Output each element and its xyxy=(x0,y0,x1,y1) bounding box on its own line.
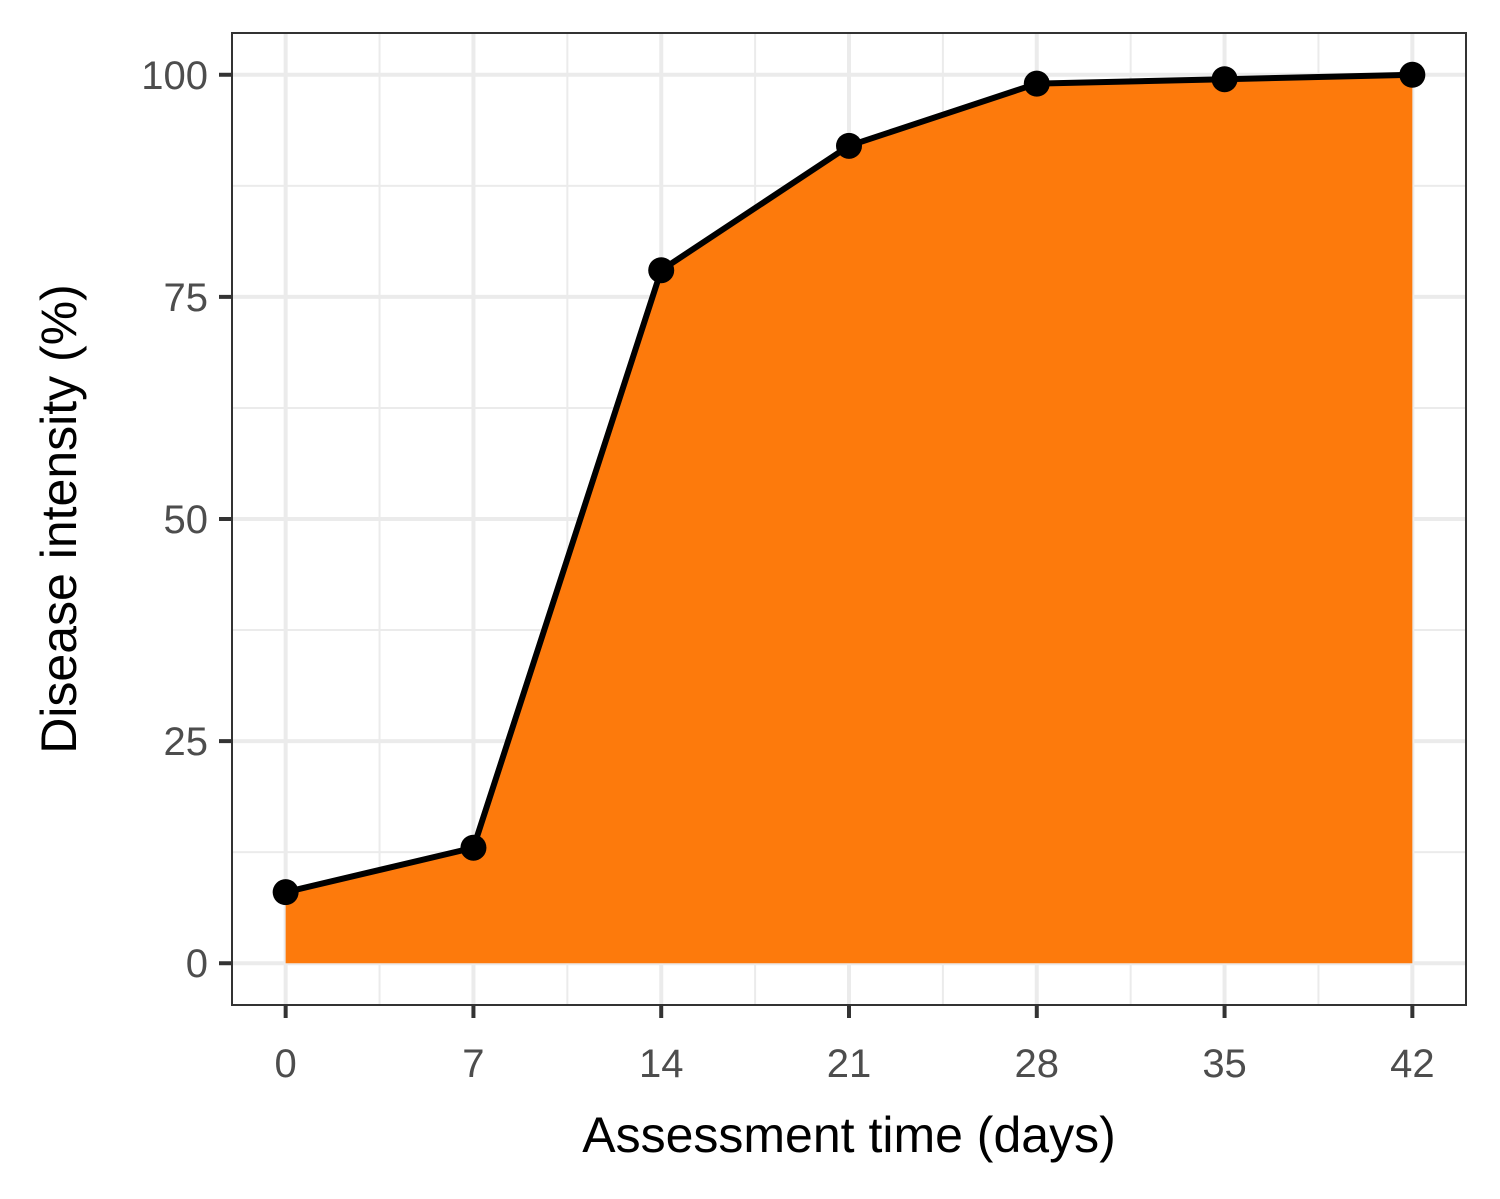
data-point xyxy=(648,257,675,284)
x-axis-title: Assessment time (days) xyxy=(582,1107,1115,1163)
data-point xyxy=(1023,70,1050,97)
x-tick-label: 21 xyxy=(827,1042,872,1086)
y-tick-label: 25 xyxy=(164,720,209,764)
data-point xyxy=(272,879,299,906)
x-tick-label: 14 xyxy=(639,1042,684,1086)
y-tick-label: 75 xyxy=(164,276,209,320)
x-axis-ticks: 0 7 14 21 28 35 42 xyxy=(275,1005,1435,1086)
x-tick-label: 28 xyxy=(1015,1042,1060,1086)
data-points xyxy=(272,61,1426,906)
area-fill xyxy=(285,74,1413,964)
data-point xyxy=(1399,61,1426,88)
x-tick-label: 7 xyxy=(462,1042,484,1086)
data-point xyxy=(460,834,487,861)
data-point xyxy=(836,132,862,159)
x-tick-label: 35 xyxy=(1202,1042,1247,1086)
x-tick-label: 42 xyxy=(1390,1042,1435,1086)
y-tick-label: 100 xyxy=(141,54,208,98)
data-point xyxy=(1211,66,1238,93)
y-axis-ticks: 0 25 50 75 100 xyxy=(141,54,232,986)
y-tick-label: 50 xyxy=(164,498,209,542)
y-tick-label: 0 xyxy=(186,942,208,986)
y-axis-title: Disease intensity (%) xyxy=(31,284,87,754)
x-tick-label: 0 xyxy=(275,1042,297,1086)
